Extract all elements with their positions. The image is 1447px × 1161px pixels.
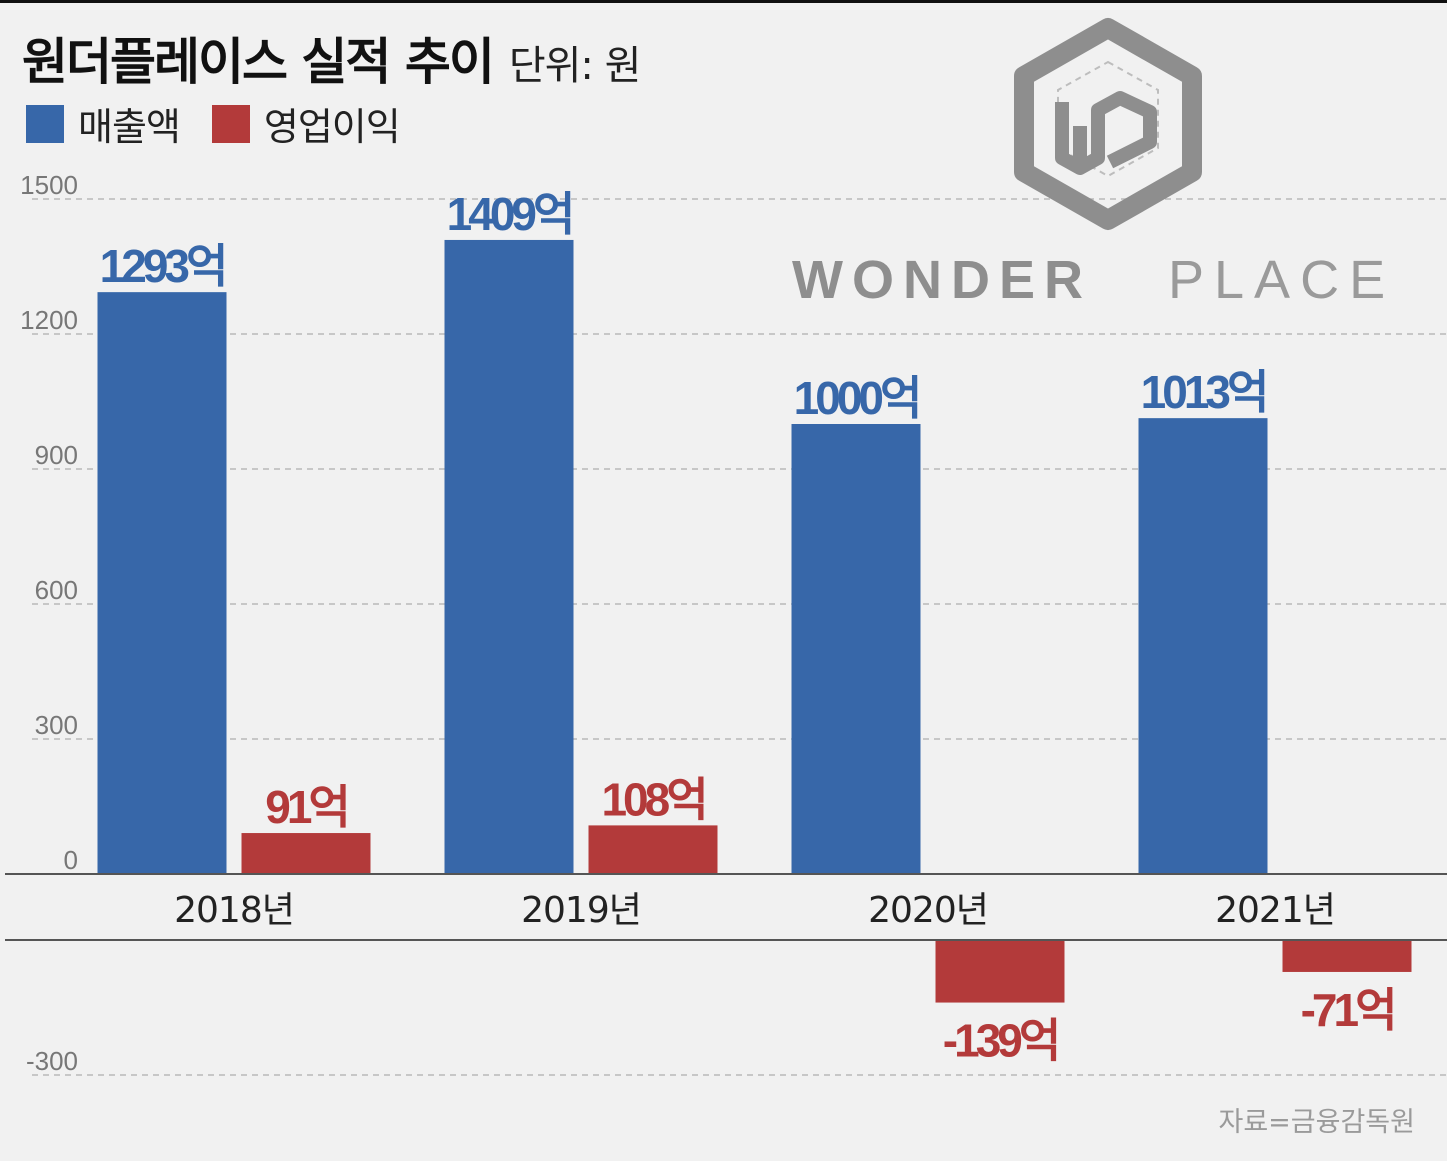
x-axis-label: 2020년: [868, 890, 988, 931]
title-block: 원더플레이스 실적 추이 단위: 원: [22, 22, 642, 94]
wp-monogram-icon: [1055, 91, 1157, 175]
operating-profit-bar: [1282, 940, 1412, 972]
axis-lines: [5, 873, 1447, 941]
operating-profit-data-label: -71억: [1301, 984, 1394, 1036]
logo-wordmark-wonder: WONDER: [792, 250, 1092, 310]
hexagon-logo-icon: [1014, 18, 1202, 230]
operating-profit-bar: [588, 825, 718, 874]
legend-label-operating-profit: 영업이익: [263, 105, 401, 149]
operating-profit-bar: [241, 833, 371, 874]
operating-profit-data-label: -139억: [943, 1015, 1057, 1067]
sales-data-label: 1013억: [1141, 366, 1266, 418]
source-note: 자료=금융감독원: [1218, 1107, 1415, 1138]
y-tick-label: 1500: [20, 170, 78, 200]
sales-bar: [97, 292, 227, 874]
legend-swatch-operating-profit: [211, 104, 250, 143]
legend-item-sales: 매출액: [26, 96, 181, 151]
x-axis-label: 2021년: [1215, 890, 1335, 931]
data-labels: 1293억 91억 1409억 108억 1000억 -139억 1013억 -71억: [100, 188, 1398, 1067]
sales-bar: [444, 239, 574, 874]
cube-outline-icon: [1057, 60, 1159, 178]
wonderplace-logo: WONDER PLACE: [792, 18, 1395, 310]
y-tick-label: 900: [35, 440, 78, 470]
sales-bar: [1138, 418, 1268, 874]
top-rule: [0, 0, 1447, 3]
y-tick-label: 0: [64, 845, 78, 875]
chart-title: 원더플레이스 실적 추이: [22, 33, 495, 91]
sales-data-label: 1409억: [447, 188, 572, 240]
operating-profit-data-label: 91억: [265, 781, 347, 833]
y-tick-label: 300: [35, 710, 78, 740]
sales-data-label: 1293억: [100, 240, 225, 292]
x-axis-labels: 2018년 2019년 2020년 2021년: [174, 890, 1336, 931]
operating-profit-data-label: 108억: [601, 773, 704, 825]
y-axis-ticks: 1500 1200 900 600 300 0 -300: [20, 170, 78, 1076]
legend-item-operating-profit: 영업이익: [211, 96, 401, 151]
operating-profit-bar: [935, 940, 1065, 1003]
unit-label: 단위: 원: [508, 43, 642, 89]
legend-label-sales: 매출액: [78, 105, 181, 149]
y-tick-label: -300: [26, 1046, 78, 1076]
x-axis-label: 2019년: [521, 890, 641, 931]
legend-swatch-sales: [26, 104, 64, 143]
logo-wordmark-place: PLACE: [1168, 250, 1395, 310]
sales-data-label: 1000억: [794, 372, 919, 424]
sales-bar: [791, 424, 921, 874]
bars: [97, 239, 1412, 1003]
x-axis-label: 2018년: [174, 890, 294, 931]
y-tick-label: 600: [35, 575, 78, 605]
y-tick-label: 1200: [20, 305, 78, 335]
legend: 매출액 영업이익: [26, 96, 432, 151]
